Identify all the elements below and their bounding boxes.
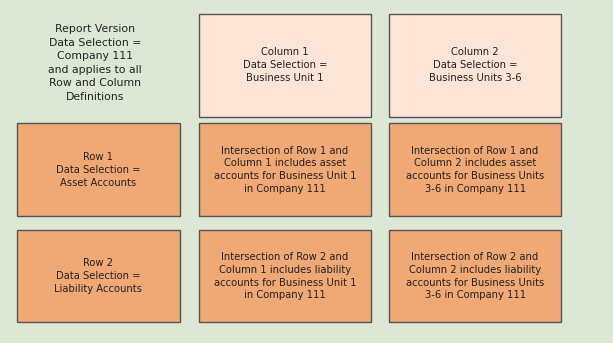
Text: Row 1
Data Selection =
Asset Accounts: Row 1 Data Selection = Asset Accounts: [56, 152, 140, 188]
FancyBboxPatch shape: [17, 230, 180, 322]
Text: Intersection of Row 2 and
Column 2 includes liability
accounts for Business Unit: Intersection of Row 2 and Column 2 inclu…: [406, 252, 544, 300]
Text: Intersection of Row 2 and
Column 1 includes liability
accounts for Business Unit: Intersection of Row 2 and Column 1 inclu…: [214, 252, 356, 300]
Text: Intersection of Row 1 and
Column 2 includes asset
accounts for Business Units
3-: Intersection of Row 1 and Column 2 inclu…: [406, 145, 544, 194]
FancyBboxPatch shape: [389, 123, 561, 216]
FancyBboxPatch shape: [389, 230, 561, 322]
Text: Column 2
Data Selection =
Business Units 3-6: Column 2 Data Selection = Business Units…: [428, 47, 522, 83]
Text: Column 1
Data Selection =
Business Unit 1: Column 1 Data Selection = Business Unit …: [243, 47, 327, 83]
Text: Intersection of Row 1 and
Column 1 includes asset
accounts for Business Unit 1
i: Intersection of Row 1 and Column 1 inclu…: [214, 145, 356, 194]
FancyBboxPatch shape: [199, 14, 371, 117]
Text: Row 2
Data Selection =
Liability Accounts: Row 2 Data Selection = Liability Account…: [55, 258, 142, 294]
FancyBboxPatch shape: [389, 14, 561, 117]
FancyBboxPatch shape: [17, 123, 180, 216]
FancyBboxPatch shape: [199, 123, 371, 216]
Text: Report Version
Data Selection =
Company 111
and applies to all
Row and Column
De: Report Version Data Selection = Company …: [48, 24, 142, 102]
FancyBboxPatch shape: [199, 230, 371, 322]
